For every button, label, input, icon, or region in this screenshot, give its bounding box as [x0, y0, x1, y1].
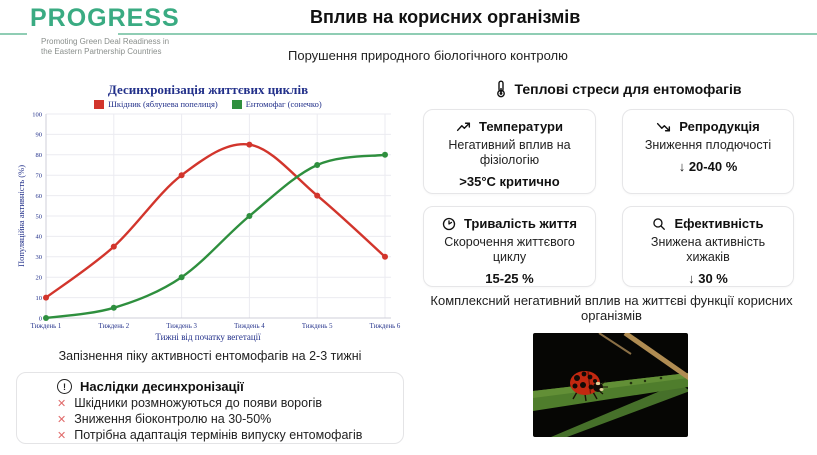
clock-icon: [442, 217, 456, 231]
svg-text:50: 50: [36, 213, 43, 220]
svg-text:90: 90: [36, 132, 43, 139]
svg-text:10: 10: [36, 295, 43, 302]
trending-down-icon: [656, 120, 671, 134]
card-body: Знижена активність хижаків: [650, 235, 766, 264]
svg-text:100: 100: [32, 111, 42, 118]
alert-circle-icon: !: [57, 379, 72, 394]
magnifier-icon: [652, 217, 666, 231]
stress-footer-text: Комплексний негативний вплив на життєві …: [430, 293, 793, 323]
ladybug: [570, 371, 608, 402]
card-title: Ефективність: [674, 216, 764, 231]
legend-label-entomophage: Ентомофаг (сонечко): [245, 99, 322, 109]
stress-section-title: Теплові стреси для ентомофагів: [514, 81, 742, 97]
svg-text:0: 0: [39, 315, 42, 322]
svg-text:40: 40: [36, 234, 43, 241]
progress-logo: PROGRESS: [30, 4, 180, 32]
chart-x-axis-label: Тижні від початку вегетації: [155, 332, 261, 342]
card-body: Зниження плодючості: [644, 138, 772, 152]
life-cycle-chart: Десинхронізація життєвих циклів Шкідник …: [13, 82, 403, 346]
svg-text:Тиждень 6: Тиждень 6: [370, 323, 401, 330]
stress-section-header: Теплові стреси для ентомофагів: [420, 80, 817, 98]
svg-text:Тиждень 4: Тиждень 4: [234, 323, 265, 330]
trending-up-icon: [456, 120, 471, 134]
consequences-box: ! Наслідки десинхронізації ✕ Шкідники ро…: [16, 372, 404, 444]
pest-swatch-icon: [94, 99, 105, 109]
chart-title: Десинхронізація життєвих циклів: [107, 82, 309, 97]
card-body: Скорочення життєвого циклу: [444, 235, 575, 264]
svg-text:Тиждень 5: Тиждень 5: [302, 323, 333, 330]
consequences-header: ! Наслідки десинхронізації: [57, 379, 395, 394]
svg-text:60: 60: [36, 193, 43, 200]
card-effectiveness: Ефективність Знижена активність хижаків …: [622, 206, 794, 287]
card-title: Репродукція: [679, 119, 760, 134]
card-title: Тривалість життя: [463, 216, 578, 231]
svg-text:30: 30: [36, 254, 43, 261]
entomophage-swatch-icon: [231, 99, 242, 109]
x-mark-icon: ✕: [57, 430, 67, 442]
logo-subtitle-line2: the Eastern Partnership Countries: [41, 47, 162, 56]
consequence-text: Потрібна адаптація термінів випуску енто…: [74, 428, 363, 442]
svg-text:70: 70: [36, 173, 43, 180]
card-stat: ↓ 20-40 %: [678, 159, 738, 174]
svg-text:Тиждень 1: Тиждень 1: [31, 323, 62, 330]
card-lifespan: Тривалість життя Скорочення життєвого ци…: [423, 206, 596, 287]
chart-caption: Запізнення піку активності ентомофагів н…: [58, 349, 362, 363]
x-mark-icon: ✕: [57, 398, 67, 410]
svg-text:80: 80: [36, 152, 43, 159]
svg-text:20: 20: [36, 275, 43, 282]
page-title: Вплив на корисних організмів: [310, 7, 581, 27]
card-reproduction: Репродукція Зниження плодючості ↓ 20-40 …: [622, 109, 794, 194]
chart-legend: Шкідник (яблунева попелиця) Ентомофаг (с…: [13, 99, 403, 109]
consequences-title: Наслідки десинхронізації: [80, 379, 244, 394]
page-subtitle: Порушення природного біологічного контро…: [288, 48, 568, 63]
card-stat: ↓ 30 %: [688, 271, 728, 286]
consequence-text: Зниження біоконтролю на 30-50%: [74, 412, 272, 426]
card-body: Негативний вплив на фізіологію: [448, 138, 571, 167]
legend-entry-pest: Шкідник (яблунева попелиця): [94, 99, 218, 109]
card-title: Температури: [479, 119, 563, 134]
chart-plot-area: 0 10 20 30 40 50 60 70 80 90 100 Тиждень 1 Тиждень 2…: [31, 111, 401, 330]
ladybug-photo: [533, 333, 688, 437]
card-stat: >35°C критично: [459, 174, 560, 189]
card-stat: 15-25 %: [485, 271, 534, 286]
thermometer-icon: [495, 80, 507, 98]
list-item: ✕ Потрібна адаптація термінів випуску ен…: [57, 428, 395, 442]
consequence-text: Шкідники розмножуються до появи ворогів: [74, 396, 323, 410]
header-rule-left: [0, 33, 27, 35]
svg-text:Тиждень 3: Тиждень 3: [166, 323, 197, 330]
svg-text:Тиждень 2: Тиждень 2: [98, 323, 129, 330]
legend-entry-entomophage: Ентомофаг (сонечко): [231, 99, 322, 109]
list-item: ✕ Зниження біоконтролю на 30-50%: [57, 412, 395, 426]
header-rule-right: [118, 33, 817, 35]
x-mark-icon: ✕: [57, 414, 67, 426]
logo-subtitle-line1: Promoting Green Deal Readiness in: [41, 37, 170, 46]
legend-label-pest: Шкідник (яблунева попелиця): [108, 99, 218, 109]
list-item: ✕ Шкідники розмножуються до появи ворогі…: [57, 396, 395, 410]
card-temperatures: Температури Негативний вплив на фізіолог…: [423, 109, 596, 194]
